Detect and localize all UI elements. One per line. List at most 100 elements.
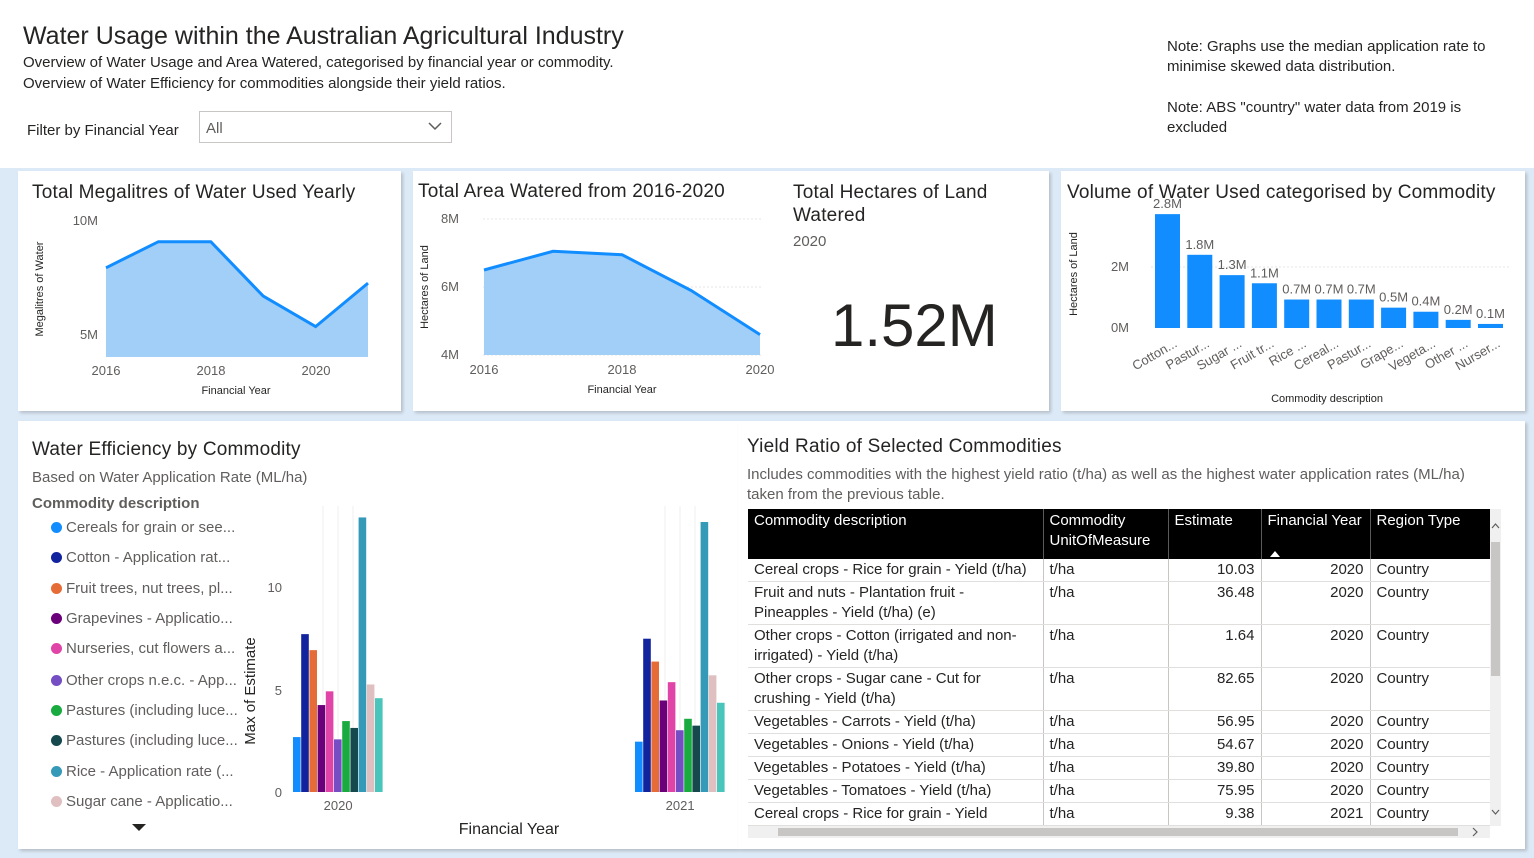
- bar[interactable]: [1316, 299, 1342, 328]
- bar[interactable]: [659, 700, 668, 792]
- legend-item[interactable]: Pastures (including luce...: [51, 732, 238, 749]
- bar[interactable]: [676, 730, 684, 792]
- bar[interactable]: [1445, 319, 1471, 328]
- bar[interactable]: [342, 721, 350, 792]
- scrollbar-thumb[interactable]: [1491, 542, 1500, 676]
- bar[interactable]: [667, 682, 676, 792]
- bar[interactable]: [651, 661, 659, 792]
- x-tick: 2016: [470, 362, 499, 377]
- area-watered-chart: 8M 6M 4M 2016 2018 2020 Financial Year H…: [419, 211, 774, 396]
- bar[interactable]: [325, 691, 334, 792]
- table-row[interactable]: Vegetables - Carrots - Yield (t/ha) t/ha 5…: [748, 710, 1490, 734]
- table-row[interactable]: Cereal crops - Rice for grain - Yield t/h…: [748, 802, 1490, 826]
- bar[interactable]: [1251, 283, 1277, 328]
- bar[interactable]: [317, 705, 326, 792]
- bar[interactable]: [643, 638, 651, 792]
- data-label: 0.7M: [1315, 282, 1344, 297]
- column-header-sorted[interactable]: Financial Year: [1261, 509, 1371, 559]
- area-watered-card[interactable]: Total Area Watered from 2016-2020 8M 6M …: [413, 171, 1049, 411]
- legend-item[interactable]: Pastures (including luce...: [51, 702, 238, 719]
- by-commodity-card[interactable]: Volume of Water Used categorised by Comm…: [1061, 171, 1525, 411]
- table-cell: 2020: [1261, 559, 1371, 582]
- legend-item[interactable]: Grapevines - Applicatio...: [51, 610, 233, 627]
- table-cell: t/ha: [1043, 581, 1169, 625]
- x-tick: 2021: [666, 798, 695, 813]
- table-cell: Country: [1370, 624, 1490, 668]
- scroll-up-icon[interactable]: [1490, 521, 1501, 531]
- legend-item[interactable]: Sugar cane - Applicatio...: [51, 793, 233, 810]
- table-row[interactable]: Vegetables - Potatoes - Yield (t/ha) t/ha…: [748, 756, 1490, 780]
- table-cell: 2020: [1261, 667, 1371, 711]
- bar[interactable]: [1219, 275, 1245, 328]
- table-cell: Country: [1370, 667, 1490, 711]
- table-cell: 56.95: [1168, 710, 1262, 734]
- bar[interactable]: [350, 727, 358, 792]
- legend-item[interactable]: Rice - Application rate (...: [51, 763, 234, 780]
- bar[interactable]: [684, 718, 692, 792]
- legend-label: Fruit trees, nut trees, pl...: [66, 580, 233, 597]
- table-cell: 36.48: [1168, 581, 1262, 625]
- table-horizontal-scrollbar[interactable]: [748, 826, 1490, 838]
- bar[interactable]: [1187, 254, 1213, 328]
- scrollbar-thumb[interactable]: [778, 828, 1458, 836]
- table-row[interactable]: Vegetables - Onions - Yield (t/ha) t/ha 54…: [748, 733, 1490, 757]
- legend-dot-icon: [51, 613, 62, 624]
- bar[interactable]: [358, 517, 367, 792]
- data-label: 1.8M: [1185, 237, 1214, 252]
- y-tick: 0M: [1111, 320, 1129, 335]
- legend-item[interactable]: Fruit trees, nut trees, pl...: [51, 580, 233, 597]
- bar[interactable]: [334, 739, 342, 792]
- legend-item[interactable]: Cereals for grain or see...: [51, 519, 235, 536]
- bar[interactable]: [1478, 323, 1503, 328]
- table-cell: Cereal crops - Rice for grain - Yield (t…: [748, 559, 1044, 582]
- efficiency-subtitle: Based on Water Application Rate (ML/ha): [32, 469, 308, 486]
- table-cell: 2020: [1261, 710, 1371, 734]
- table-row[interactable]: Cereal crops - Rice for grain - Yield (t…: [748, 559, 1490, 582]
- page-title: Water Usage within the Australian Agricu…: [23, 22, 624, 50]
- table-cell: 10.03: [1168, 559, 1262, 582]
- kpi-value: 1.52M: [831, 292, 998, 359]
- table-row[interactable]: Other crops - Sugar cane - Cut for crush…: [748, 667, 1490, 711]
- bar[interactable]: [1284, 299, 1310, 328]
- table-cell: 2020: [1261, 733, 1371, 757]
- bar[interactable]: [309, 650, 317, 792]
- bar[interactable]: [375, 698, 383, 792]
- column-header[interactable]: Estimate: [1168, 509, 1262, 559]
- bar[interactable]: [366, 684, 375, 792]
- bar[interactable]: [692, 725, 700, 792]
- table-vertical-scrollbar[interactable]: [1490, 509, 1501, 826]
- bar[interactable]: [708, 675, 717, 792]
- scroll-down-icon[interactable]: [1490, 807, 1501, 817]
- bar[interactable]: [301, 634, 309, 792]
- water-used-card[interactable]: Total Megalitres of Water Used Yearly 10…: [18, 171, 401, 411]
- bar[interactable]: [1348, 299, 1374, 328]
- column-header[interactable]: Commodity UnitOfMeasure: [1043, 509, 1169, 559]
- efficiency-card[interactable]: Water Efficiency by Commodity Based on W…: [18, 421, 738, 849]
- legend-item[interactable]: Cotton - Application rat...: [51, 549, 230, 566]
- legend-item[interactable]: Other crops n.e.c. - App...: [51, 672, 237, 689]
- table-row[interactable]: Vegetables - Tomatoes - Yield (t/ha) t/ha…: [748, 779, 1490, 803]
- bar[interactable]: [1381, 307, 1407, 328]
- bar[interactable]: [1155, 214, 1180, 328]
- scroll-right-icon[interactable]: [1470, 826, 1480, 838]
- table-cell: Country: [1370, 779, 1490, 803]
- table-row[interactable]: Fruit and nuts - Plantation fruit - Pine…: [748, 581, 1490, 625]
- table-row[interactable]: Other crops - Cotton (irrigated and non-…: [748, 624, 1490, 668]
- legend-scroll-down-icon[interactable]: [129, 822, 149, 834]
- x-tick: 2020: [302, 363, 331, 378]
- bar[interactable]: [293, 737, 301, 792]
- legend-dot-icon: [51, 583, 62, 594]
- area-fill: [484, 251, 760, 355]
- column-header[interactable]: Commodity description: [748, 509, 1044, 559]
- financial-year-filter[interactable]: All: [199, 111, 452, 143]
- bar[interactable]: [700, 522, 709, 792]
- bar[interactable]: [717, 702, 725, 792]
- yield-subtitle: Includes commodities with the highest yi…: [747, 466, 1465, 503]
- table-cell: t/ha: [1043, 779, 1169, 803]
- table-cell: Cereal crops - Rice for grain - Yield: [748, 802, 1044, 826]
- column-header[interactable]: Region Type: [1370, 509, 1490, 559]
- bar[interactable]: [635, 741, 643, 792]
- bar[interactable]: [1413, 311, 1439, 328]
- legend-item[interactable]: Nurseries, cut flowers a...: [51, 640, 235, 657]
- table-cell: 2020: [1261, 779, 1371, 803]
